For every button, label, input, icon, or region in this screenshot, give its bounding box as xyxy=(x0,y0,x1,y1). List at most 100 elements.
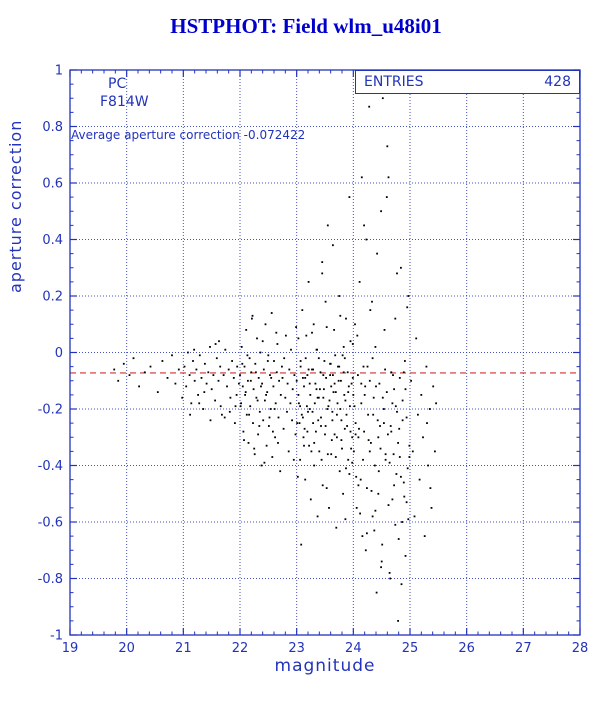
scatter-point xyxy=(420,394,423,396)
x-tick-label: 22 xyxy=(232,641,249,656)
y-tick-label: 0 xyxy=(55,346,63,361)
scatter-point xyxy=(353,450,355,453)
scatter-point xyxy=(251,317,253,320)
scatter-point xyxy=(277,442,279,444)
scatter-point xyxy=(340,439,343,441)
scatter-point xyxy=(370,442,372,444)
scatter-point xyxy=(247,442,250,444)
scatter-point xyxy=(122,362,125,365)
scatter-point xyxy=(274,436,276,439)
scatter-point xyxy=(266,360,269,362)
scatter-point xyxy=(341,354,344,357)
scatter-point xyxy=(322,396,325,399)
scatter-point xyxy=(298,402,300,405)
x-tick-label: 27 xyxy=(515,641,532,656)
scatter-point xyxy=(360,402,363,405)
scatter-point xyxy=(366,487,368,489)
scatter-point xyxy=(418,478,421,481)
scatter-point xyxy=(260,385,262,388)
scatter-point xyxy=(336,413,338,416)
scatter-point xyxy=(430,507,433,509)
scatter-point xyxy=(388,461,391,464)
scatter-point xyxy=(388,572,391,574)
scatter-point xyxy=(398,456,401,458)
scatter-point xyxy=(336,436,338,439)
scatter-point xyxy=(330,439,333,441)
scatter-point xyxy=(171,354,173,357)
scatter-point xyxy=(354,323,356,326)
scatter-point xyxy=(243,439,245,441)
scatter-point xyxy=(330,453,333,456)
scatter-point xyxy=(334,354,337,357)
x-tick-label: 26 xyxy=(458,641,475,656)
scatter-point xyxy=(317,357,320,360)
scatter-point xyxy=(223,416,226,419)
scatter-point xyxy=(267,354,270,357)
scatter-point xyxy=(255,396,258,399)
scatter-point xyxy=(360,382,363,385)
scatter-point xyxy=(219,405,222,408)
scatter-point xyxy=(299,405,301,408)
scatter-point xyxy=(270,377,273,379)
scatter-point xyxy=(363,430,365,433)
scatter-point xyxy=(383,408,385,410)
scatter-point xyxy=(408,456,411,458)
scatter-point xyxy=(258,425,261,427)
scatter-point xyxy=(236,365,239,368)
scatter-point xyxy=(342,492,344,495)
scatter-point xyxy=(380,560,383,563)
scatter-point xyxy=(275,331,278,334)
scatter-point xyxy=(347,385,350,388)
scatter-point xyxy=(190,402,193,405)
scatter-point xyxy=(288,368,291,371)
scatter-point xyxy=(210,388,213,391)
scatter-point xyxy=(366,532,368,535)
scatter-point xyxy=(345,317,347,320)
scatter-point xyxy=(376,252,378,255)
scatter-point xyxy=(268,416,271,419)
scatter-point xyxy=(308,408,311,410)
scatter-point xyxy=(281,377,284,379)
scatter-point xyxy=(261,340,264,343)
x-tick-label: 19 xyxy=(62,641,79,656)
scatter-point xyxy=(397,620,399,622)
scatter-point xyxy=(189,413,191,416)
scatter-point xyxy=(355,475,358,478)
scatter-point xyxy=(422,436,424,439)
scatter-point xyxy=(337,379,340,382)
scatter-point xyxy=(239,405,242,408)
scatter-point xyxy=(390,371,393,374)
scatter-point xyxy=(391,498,394,501)
scatter-point xyxy=(415,337,418,340)
scatter-point xyxy=(260,464,263,467)
scatter-point xyxy=(397,442,399,444)
scatter-point xyxy=(354,422,357,424)
scatter-point xyxy=(240,346,243,348)
scatter-point xyxy=(407,295,410,297)
scatter-point xyxy=(248,357,251,360)
scatter-point xyxy=(309,394,312,396)
scatter-point xyxy=(261,382,263,385)
scatter-point xyxy=(313,402,316,405)
scatter-point xyxy=(353,405,356,408)
scatter-point xyxy=(381,543,384,546)
scatter-point xyxy=(377,492,380,495)
scatter-point xyxy=(174,382,177,385)
scatter-point xyxy=(274,402,277,405)
scatter-point xyxy=(401,399,404,402)
scatter-point xyxy=(234,405,237,408)
scatter-point xyxy=(358,281,361,283)
scatter-point xyxy=(279,394,282,396)
scatter-point xyxy=(328,399,331,402)
scatter-point xyxy=(149,365,152,368)
scatter-point xyxy=(401,521,403,523)
scatter-point xyxy=(203,391,206,393)
scatter-point xyxy=(282,427,285,430)
scatter-point xyxy=(275,371,278,374)
plot-title: HSTPHOT: Field wlm_u48i01 xyxy=(170,14,442,38)
y-tick-label: -0.6 xyxy=(38,516,63,531)
scatter-point xyxy=(374,346,377,348)
scatter-point xyxy=(200,377,203,379)
scatter-point xyxy=(369,309,372,311)
